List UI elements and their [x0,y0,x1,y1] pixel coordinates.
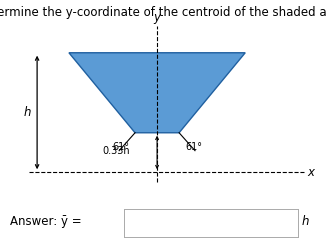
Text: h: h [302,215,309,228]
Text: Determine the y-coordinate of the centroid of the shaded area.: Determine the y-coordinate of the centro… [0,6,326,19]
Text: y: y [154,11,161,24]
Text: i: i [113,217,117,230]
Text: 0.33h: 0.33h [102,146,130,156]
Text: h: h [23,106,31,119]
Text: x: x [308,166,315,179]
Polygon shape [69,53,245,133]
Text: 61°: 61° [112,142,129,152]
Text: Answer: ȳ =: Answer: ȳ = [10,215,82,228]
Text: 61°: 61° [185,142,202,152]
